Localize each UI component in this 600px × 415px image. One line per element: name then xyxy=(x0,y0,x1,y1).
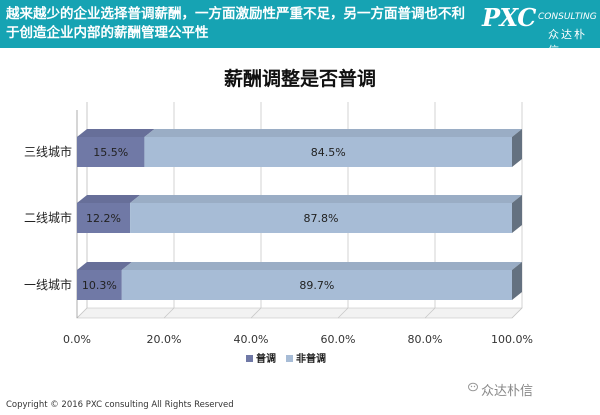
pxc-logo: PXC CONSULTING 众达朴信 xyxy=(476,3,597,57)
x-tick-label: 20.0% xyxy=(147,333,182,346)
bar-data-label: 12.2% xyxy=(86,212,121,225)
legend-label: 普调 xyxy=(256,352,276,365)
header-banner: 越来越少的企业选择普调薪酬，一方面激励性严重不足，另一方面普调也不利于创造企业内… xyxy=(0,0,600,57)
bar-segment-top xyxy=(77,129,155,137)
x-tick-label: 40.0% xyxy=(234,333,269,346)
bar-data-label: 10.3% xyxy=(82,279,117,292)
gridline-floor xyxy=(337,307,349,319)
bar-side-face xyxy=(512,129,522,167)
gridline-floor xyxy=(250,307,262,319)
gridline-floor xyxy=(424,307,436,319)
legend-label: 非普调 xyxy=(296,352,326,365)
gridline-floor xyxy=(76,307,88,319)
bar-data-label: 89.7% xyxy=(299,279,334,292)
bar-segment-top xyxy=(144,129,523,137)
bar-side-face xyxy=(512,195,522,233)
gridline-floor xyxy=(511,307,523,319)
bar-data-label: 15.5% xyxy=(93,146,128,159)
logo-cn: 众达朴信 xyxy=(548,28,587,57)
bar-segment-top xyxy=(77,262,132,270)
bar-segment xyxy=(121,270,513,300)
copyright-text: Copyright © 2016 PXC consulting All Righ… xyxy=(6,400,234,410)
category-label: 三线城市 xyxy=(24,144,72,159)
chart-floor xyxy=(76,307,523,319)
wechat-icon xyxy=(468,382,478,392)
x-tick-label: 80.0% xyxy=(408,333,443,346)
header-text: 越来越少的企业选择普调薪酬，一方面激励性严重不足，另一方面普调也不利于创造企业内… xyxy=(6,6,465,41)
x-tick-label: 100.0% xyxy=(491,333,533,346)
logo-main: PXC xyxy=(482,3,536,32)
bar-segment xyxy=(130,203,512,233)
bar-data-label: 87.8% xyxy=(304,212,339,225)
x-tick-label: 60.0% xyxy=(321,333,356,346)
wechat-account-label: 众达朴信 xyxy=(481,384,534,399)
x-tick-label: 0.0% xyxy=(63,333,91,346)
bar-segment-top xyxy=(130,195,522,203)
bar-segment xyxy=(77,203,131,233)
bar-segment-top xyxy=(77,195,141,203)
logo-sub: CONSULTING xyxy=(538,12,597,22)
bar-side-face xyxy=(512,262,522,300)
bar-segment xyxy=(77,137,145,167)
category-label: 一线城市 xyxy=(24,277,72,292)
legend-swatch xyxy=(246,355,253,362)
bar-segment xyxy=(144,137,513,167)
legend-swatch xyxy=(286,355,293,362)
bar-segment-top xyxy=(121,262,523,270)
chart-title: 薪酬调整是否普调 xyxy=(223,68,376,90)
category-label: 二线城市 xyxy=(24,210,72,225)
bar-data-label: 84.5% xyxy=(311,146,346,159)
gridline-floor xyxy=(163,307,175,319)
bar-segment xyxy=(77,270,122,300)
